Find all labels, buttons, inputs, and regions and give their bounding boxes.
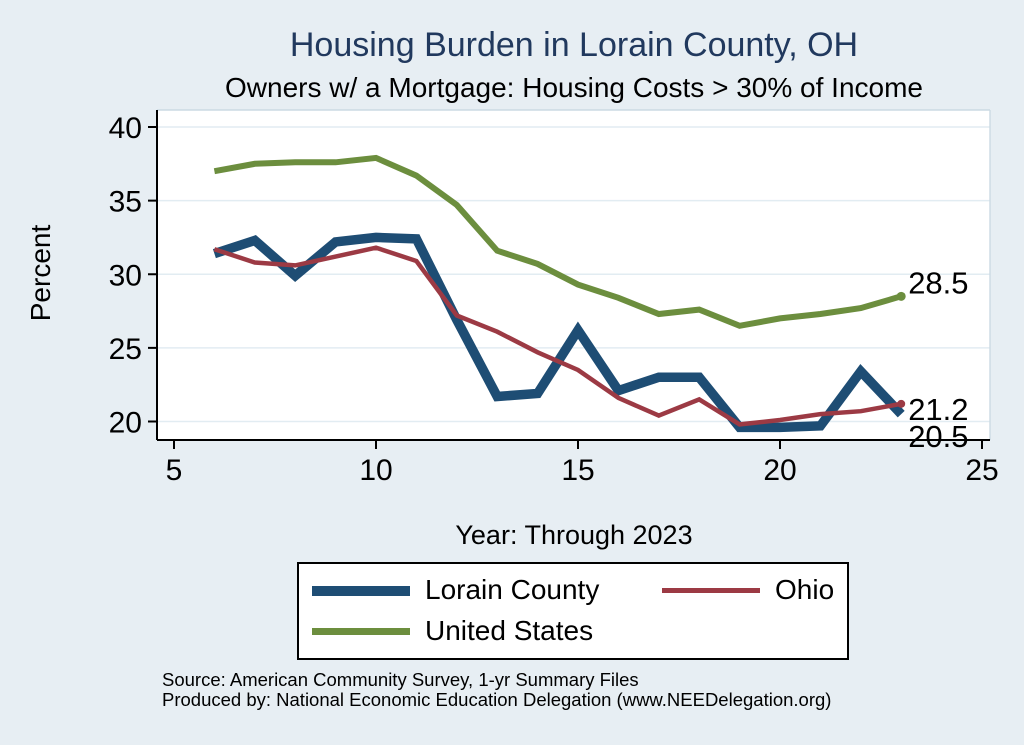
- y-tick-label: 20: [109, 407, 142, 440]
- legend-label: United States: [425, 615, 594, 646]
- x-tick-label: 5: [166, 454, 183, 487]
- legend-swatch-lorain-county: [312, 585, 410, 596]
- end-marker-united-states: [896, 291, 906, 301]
- plot-frame: [157, 109, 991, 440]
- x-tick-label: 20: [763, 454, 796, 487]
- chart-subtitle: Owners w/ a Mortgage: Housing Costs > 30…: [225, 72, 923, 103]
- legend-item-united-states: United States: [312, 615, 662, 647]
- y-tick-label: 25: [109, 333, 142, 366]
- series-lines: [212, 154, 905, 433]
- end-value-label: 28.5: [908, 265, 968, 300]
- x-tick-label: 25: [965, 454, 998, 487]
- chart-title: Housing Burden in Lorain County, OH: [289, 26, 859, 64]
- legend-item-ohio: Ohio: [662, 574, 847, 606]
- legend-swatch-united-states: [312, 627, 410, 635]
- legend-item-lorain-county: Lorain County: [312, 574, 662, 606]
- series-line-ohio: [213, 245, 902, 427]
- x-tick-label: 15: [561, 454, 594, 487]
- legend-label: Lorain County: [425, 574, 600, 606]
- legend: Lorain County Ohio United States: [297, 562, 849, 660]
- x-axis-title: Year: Through 2023: [455, 520, 693, 550]
- legend-label: Ohio: [775, 574, 835, 606]
- source-notes: Source: American Community Survey, 1-yr …: [162, 670, 1002, 710]
- produced-by-note-line: Produced by: National Economic Education…: [162, 689, 832, 710]
- end-marker-ohio: [897, 399, 906, 408]
- end-value-label: 21.2: [908, 392, 968, 427]
- x-axis-ticks: 5 10 15 20 25: [166, 440, 999, 487]
- end-annotations: 20.521.2 28.5: [896, 265, 969, 454]
- series-line-united-states: [213, 154, 903, 329]
- y-axis-ticks: 20 25 30 35 40: [109, 112, 157, 440]
- y-axis-title: Percent: [25, 224, 56, 322]
- y-tick-label: 40: [109, 112, 142, 145]
- legend-swatch-ohio: [662, 588, 760, 594]
- source-note-line: Source: American Community Survey, 1-yr …: [162, 669, 639, 690]
- y-tick-label: 30: [109, 259, 142, 292]
- end-value-label: 20.5: [908, 419, 968, 454]
- x-tick-label: 10: [359, 454, 392, 487]
- y-tick-label: 35: [109, 186, 142, 219]
